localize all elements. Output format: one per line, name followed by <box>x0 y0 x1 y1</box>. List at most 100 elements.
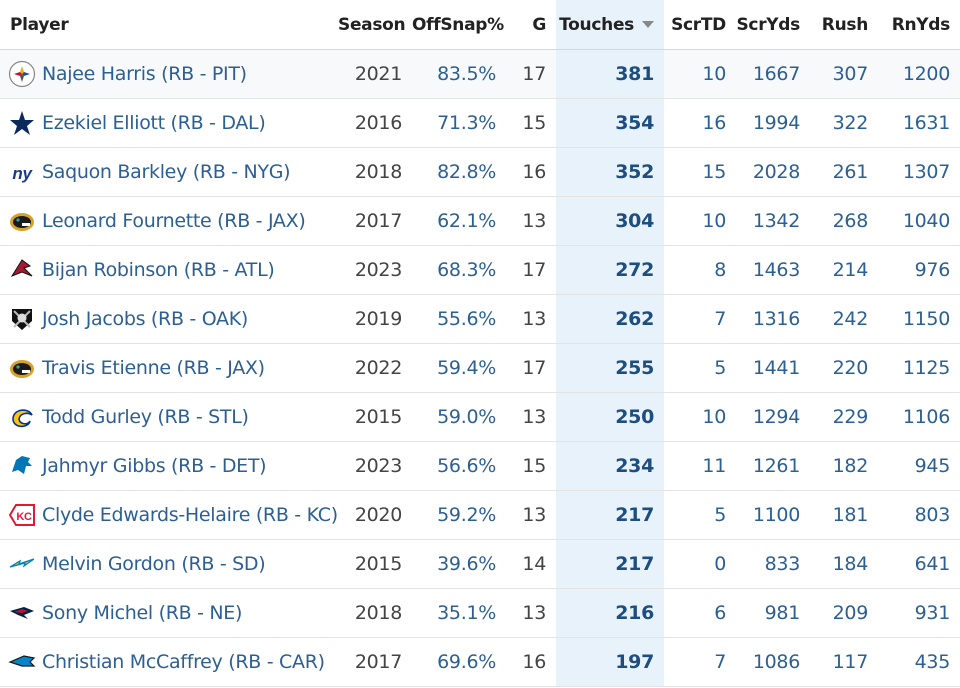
season-cell: 2018 <box>338 147 412 197</box>
sort-descending-icon <box>642 21 654 28</box>
player-name-link[interactable]: Saquon Barkley (RB - NYG) <box>42 161 291 183</box>
offsnap-cell: 55.6% <box>412 294 506 344</box>
scrtd-cell: 7 <box>664 294 736 344</box>
games-cell: 16 <box>506 637 556 687</box>
column-header-label: ScrYds <box>736 14 800 35</box>
table-row: Josh Jacobs (RB - OAK) 2019 55.6% 13 262 7 131… <box>0 294 960 344</box>
touches-cell: 262 <box>556 294 664 344</box>
player-cell: Najee Harris (RB - PIT) <box>0 49 338 99</box>
player-cell: Todd Gurley (RB - STL) <box>0 392 338 442</box>
rush-cell: 242 <box>810 294 878 344</box>
column-header-g[interactable]: G <box>506 0 556 50</box>
scrtd-cell: 10 <box>664 196 736 246</box>
player-name-link[interactable]: Sony Michel (RB - NE) <box>42 602 243 624</box>
offsnap-cell: 68.3% <box>412 245 506 295</box>
offsnap-cell: 59.2% <box>412 490 506 540</box>
rush-cell: 261 <box>810 147 878 197</box>
scrtd-cell: 6 <box>664 588 736 638</box>
touches-cell: 304 <box>556 196 664 246</box>
column-header-label: G <box>532 14 546 35</box>
column-header-touches[interactable]: Touches <box>556 0 664 50</box>
games-cell: 14 <box>506 539 556 589</box>
rush-cell: 184 <box>810 539 878 589</box>
svg-text:KC: KC <box>16 511 32 523</box>
player-name-link[interactable]: Bijan Robinson (RB - ATL) <box>42 259 275 281</box>
column-header-scrtd[interactable]: ScrTD <box>664 0 736 50</box>
rush-cell: 117 <box>810 637 878 687</box>
rnyds-cell: 1200 <box>878 49 960 99</box>
player-cell: Bijan Robinson (RB - ATL) <box>0 245 338 295</box>
table-row: Sony Michel (RB - NE) 2018 35.1% 13 216 6 981 2… <box>0 588 960 638</box>
raiders-logo-icon <box>8 305 36 333</box>
season-cell: 2023 <box>338 441 412 491</box>
player-cell: KC Clyde Edwards-Helaire (RB - KC) <box>0 490 338 540</box>
rush-cell: 322 <box>810 98 878 148</box>
offsnap-cell: 62.1% <box>412 196 506 246</box>
player-name-link[interactable]: Todd Gurley (RB - STL) <box>42 406 249 428</box>
scryds-cell: 1441 <box>736 343 810 393</box>
rnyds-cell: 931 <box>878 588 960 638</box>
season-cell: 2015 <box>338 392 412 442</box>
scryds-cell: 1667 <box>736 49 810 99</box>
rnyds-cell: 435 <box>878 637 960 687</box>
table-row: Travis Etienne (RB - JAX) 2022 59.4% 17 255 5… <box>0 343 960 393</box>
jaguars-logo-icon <box>8 207 36 235</box>
touches-cell: 197 <box>556 637 664 687</box>
column-header-player[interactable]: Player <box>0 0 338 50</box>
cowboys-star-icon <box>8 109 36 137</box>
season-cell: 2016 <box>338 98 412 148</box>
table-header-row: Player Season OffSnap% G Touches ScrTD S… <box>0 0 960 50</box>
column-header-label: Rush <box>821 14 869 35</box>
touches-cell: 381 <box>556 49 664 99</box>
offsnap-cell: 59.0% <box>412 392 506 442</box>
player-cell: Josh Jacobs (RB - OAK) <box>0 294 338 344</box>
table-row: Bijan Robinson (RB - ATL) 2023 68.3% 17 272 8… <box>0 245 960 295</box>
scryds-cell: 1316 <box>736 294 810 344</box>
season-cell: 2017 <box>338 637 412 687</box>
column-header-rush[interactable]: Rush <box>810 0 878 50</box>
rnyds-cell: 1125 <box>878 343 960 393</box>
column-header-scryds[interactable]: ScrYds <box>736 0 810 50</box>
column-header-label: RnYds <box>891 14 951 35</box>
player-name-link[interactable]: Ezekiel Elliott (RB - DAL) <box>42 112 266 134</box>
steelers-logo-icon <box>8 60 36 88</box>
player-cell: Christian McCaffrey (RB - CAR) <box>0 637 338 687</box>
chargers-logo-icon <box>8 550 36 578</box>
games-cell: 15 <box>506 98 556 148</box>
player-cell: Jahmyr Gibbs (RB - DET) <box>0 441 338 491</box>
scrtd-cell: 16 <box>664 98 736 148</box>
table-row: Todd Gurley (RB - STL) 2015 59.0% 13 250 10 12… <box>0 392 960 442</box>
games-cell: 17 <box>506 343 556 393</box>
column-header-label: Touches <box>559 14 634 35</box>
offsnap-cell: 69.6% <box>412 637 506 687</box>
offsnap-cell: 83.5% <box>412 49 506 99</box>
column-header-season[interactable]: Season <box>338 0 412 50</box>
touches-cell: 272 <box>556 245 664 295</box>
player-name-link[interactable]: Clyde Edwards-Helaire (RB - KC) <box>42 504 338 526</box>
player-name-link[interactable]: Travis Etienne (RB - JAX) <box>42 357 265 379</box>
column-header-label: Season <box>338 14 406 35</box>
column-header-offsnap[interactable]: OffSnap% <box>412 0 506 50</box>
season-cell: 2022 <box>338 343 412 393</box>
season-cell: 2017 <box>338 196 412 246</box>
scrtd-cell: 10 <box>664 49 736 99</box>
scryds-cell: 1463 <box>736 245 810 295</box>
jaguars-logo-icon <box>8 354 36 382</box>
games-cell: 13 <box>506 392 556 442</box>
table-row: Leonard Fournette (RB - JAX) 2017 62.1% 13 3… <box>0 196 960 246</box>
offsnap-cell: 35.1% <box>412 588 506 638</box>
scryds-cell: 1261 <box>736 441 810 491</box>
player-name-link[interactable]: Jahmyr Gibbs (RB - DET) <box>42 455 267 477</box>
player-name-link[interactable]: Melvin Gordon (RB - SD) <box>42 553 266 575</box>
table-row: Jahmyr Gibbs (RB - DET) 2023 56.6% 15 234 11 1… <box>0 441 960 491</box>
rush-cell: 220 <box>810 343 878 393</box>
player-name-link[interactable]: Josh Jacobs (RB - OAK) <box>42 308 248 330</box>
player-name-link[interactable]: Christian McCaffrey (RB - CAR) <box>42 651 325 673</box>
player-name-link[interactable]: Najee Harris (RB - PIT) <box>42 63 247 85</box>
table-row: Ezekiel Elliott (RB - DAL) 2016 71.3% 15 354… <box>0 98 960 148</box>
column-header-rnyds[interactable]: RnYds <box>878 0 960 50</box>
player-name-link[interactable]: Leonard Fournette (RB - JAX) <box>42 210 306 232</box>
touches-cell: 250 <box>556 392 664 442</box>
scryds-cell: 1342 <box>736 196 810 246</box>
games-cell: 13 <box>506 490 556 540</box>
